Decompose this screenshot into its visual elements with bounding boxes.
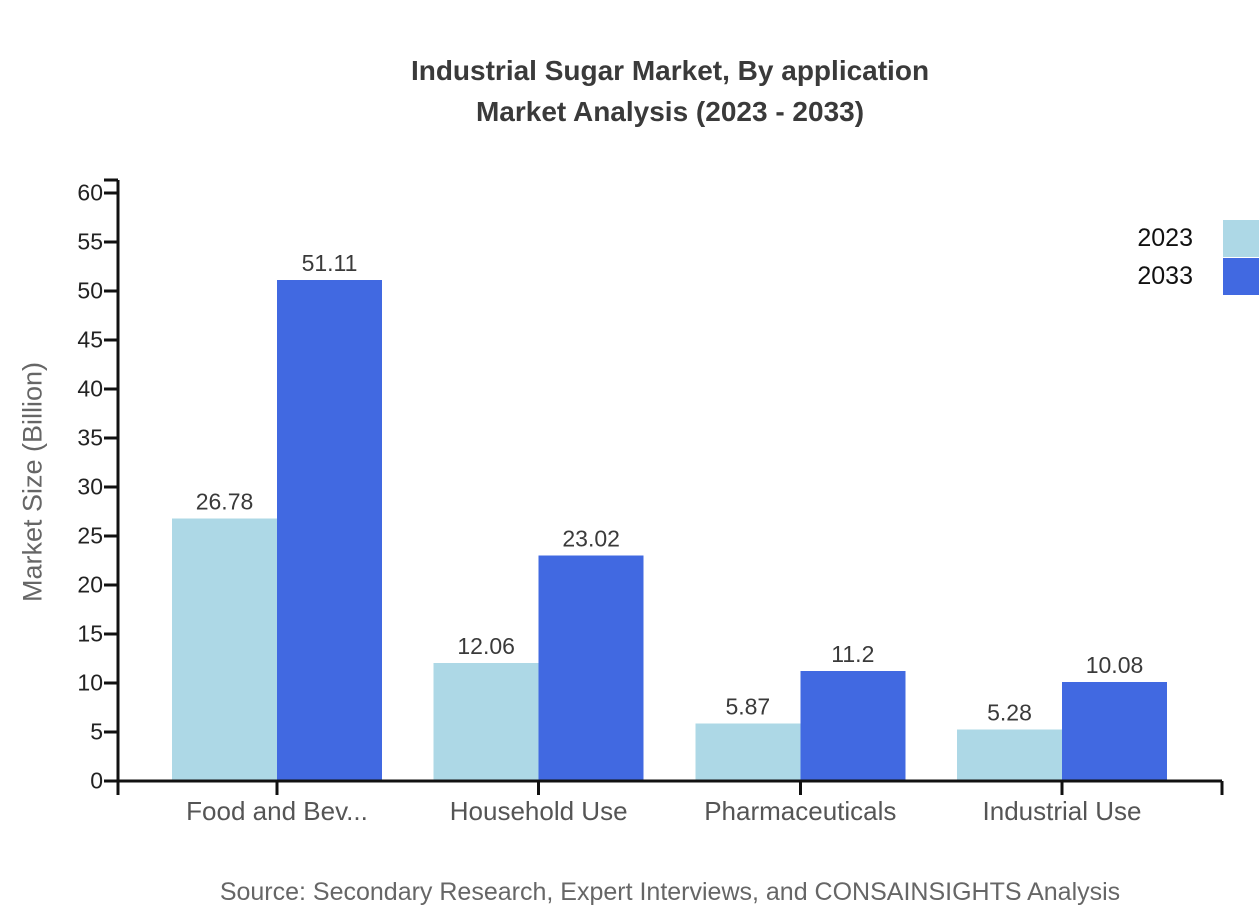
- chart-title-line1: Industrial Sugar Market, By application: [410, 55, 930, 86]
- value-label-2033-food-and-bev: 51.11: [302, 250, 358, 276]
- y-tick-label-15: 15: [77, 620, 103, 646]
- legend-label-2033: 2033: [1137, 262, 1193, 290]
- legend-item-2023: 2023: [1137, 220, 1259, 257]
- chart-title-line2: Market Analysis (2023 - 2033): [475, 96, 865, 127]
- y-tick-label-5: 5: [90, 718, 103, 744]
- y-tick-label-40: 40: [77, 375, 103, 401]
- value-label-2023-household-use: 12.06: [457, 633, 515, 659]
- legend-label-2023: 2023: [1137, 224, 1193, 252]
- y-tick-label-30: 30: [77, 473, 103, 499]
- bar-2023-food-and-bev: [172, 518, 277, 781]
- bar-2023-household-use: [433, 662, 539, 781]
- x-category-label-pharmaceuticals: Pharmaceuticals: [704, 796, 896, 826]
- x-category-label-household-use: Household Use: [450, 796, 628, 826]
- bar-2023-industrial-use: [957, 729, 1063, 781]
- value-label-2033-household-use: 23.02: [562, 525, 620, 551]
- y-tick-label-45: 45: [77, 326, 103, 352]
- y-tick-label-35: 35: [77, 424, 103, 450]
- value-label-2033-industrial-use: 10.08: [1086, 652, 1144, 678]
- value-label-2023-industrial-use: 5.28: [987, 699, 1032, 725]
- legend-item-2033: 2033: [1137, 258, 1259, 295]
- legend-swatch-2023: [1223, 220, 1259, 257]
- value-label-2033-pharmaceuticals: 11.2: [831, 641, 874, 667]
- bar-2033-industrial-use: [1062, 682, 1168, 781]
- y-tick-label-60: 60: [77, 179, 103, 205]
- source-note: Source: Secondary Research, Expert Inter…: [219, 878, 1121, 906]
- x-category-label-food-and-bev: Food and Bev...: [186, 796, 368, 826]
- value-label-2023-food-and-bev: 26.78: [196, 489, 254, 515]
- y-tick-label-20: 20: [77, 571, 103, 597]
- x-category-label-industrial-use: Industrial Use: [983, 796, 1142, 826]
- y-tick-label-10: 10: [77, 669, 103, 695]
- legend-swatch-2033: [1223, 258, 1259, 295]
- legend: 2023 2033: [1137, 220, 1259, 296]
- bar-2033-household-use: [538, 555, 644, 781]
- y-tick-label-55: 55: [77, 228, 103, 254]
- bar-2033-pharmaceuticals: [800, 671, 906, 781]
- y-tick-label-50: 50: [77, 277, 103, 303]
- bar-2023-pharmaceuticals: [695, 723, 801, 781]
- chart-title: Industrial Sugar Market, By application …: [118, 50, 1222, 132]
- y-tick-label-0: 0: [90, 767, 103, 793]
- value-label-2023-pharmaceuticals: 5.87: [725, 693, 770, 719]
- bar-2033-food-and-bev: [277, 280, 382, 781]
- y-tick-label-25: 25: [77, 522, 103, 548]
